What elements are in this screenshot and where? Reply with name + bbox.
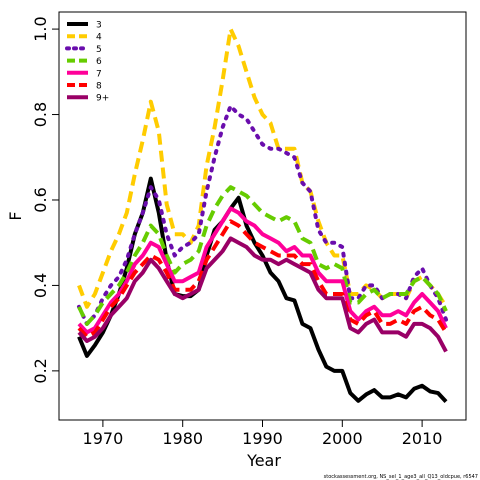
y-tick-label: 0.2 [31, 358, 50, 383]
series-line-6 [77, 219, 448, 339]
plot-frame [58, 11, 467, 421]
series-line-5 [77, 206, 448, 335]
x-tick-label: 2000 [322, 429, 363, 448]
y-axis-title: F [6, 211, 25, 220]
x-axis: 1970 1980 1990 2000 2010 [83, 420, 443, 448]
y-tick-label: 1.0 [31, 16, 50, 41]
legend-label: 3 [96, 21, 102, 31]
y-tick-label: 0.6 [31, 187, 50, 212]
legend-label: 7 [96, 69, 102, 79]
series-line-1 [77, 176, 448, 403]
y-axis: 0.2 0.4 0.6 0.8 1.0 [31, 16, 59, 384]
x-tick-label: 1980 [162, 429, 203, 448]
y-tick-label: 0.8 [31, 102, 50, 127]
footnote: stockassessment.org, NS_sel_1_age3_all_Q… [324, 474, 478, 480]
legend-label: 5 [96, 45, 102, 55]
x-tick-label: 2010 [402, 429, 443, 448]
series-line-4 [77, 185, 448, 326]
legend-label: 6 [96, 57, 102, 67]
legend-label: 4 [96, 33, 102, 43]
legend-label: 8 [96, 82, 102, 92]
y-tick-label: 0.4 [31, 273, 50, 298]
x-tick-label: 1970 [83, 429, 124, 448]
x-tick-label: 1990 [242, 429, 283, 448]
legend-label: 9+ [96, 94, 109, 104]
series-layer [77, 27, 448, 403]
series-line-3 [77, 104, 448, 326]
x-axis-title: Year [246, 451, 281, 470]
series-line-7 [77, 236, 448, 353]
legend: 3 4 5 6 7 8 9+ [65, 21, 109, 104]
series-line-2 [77, 27, 448, 309]
